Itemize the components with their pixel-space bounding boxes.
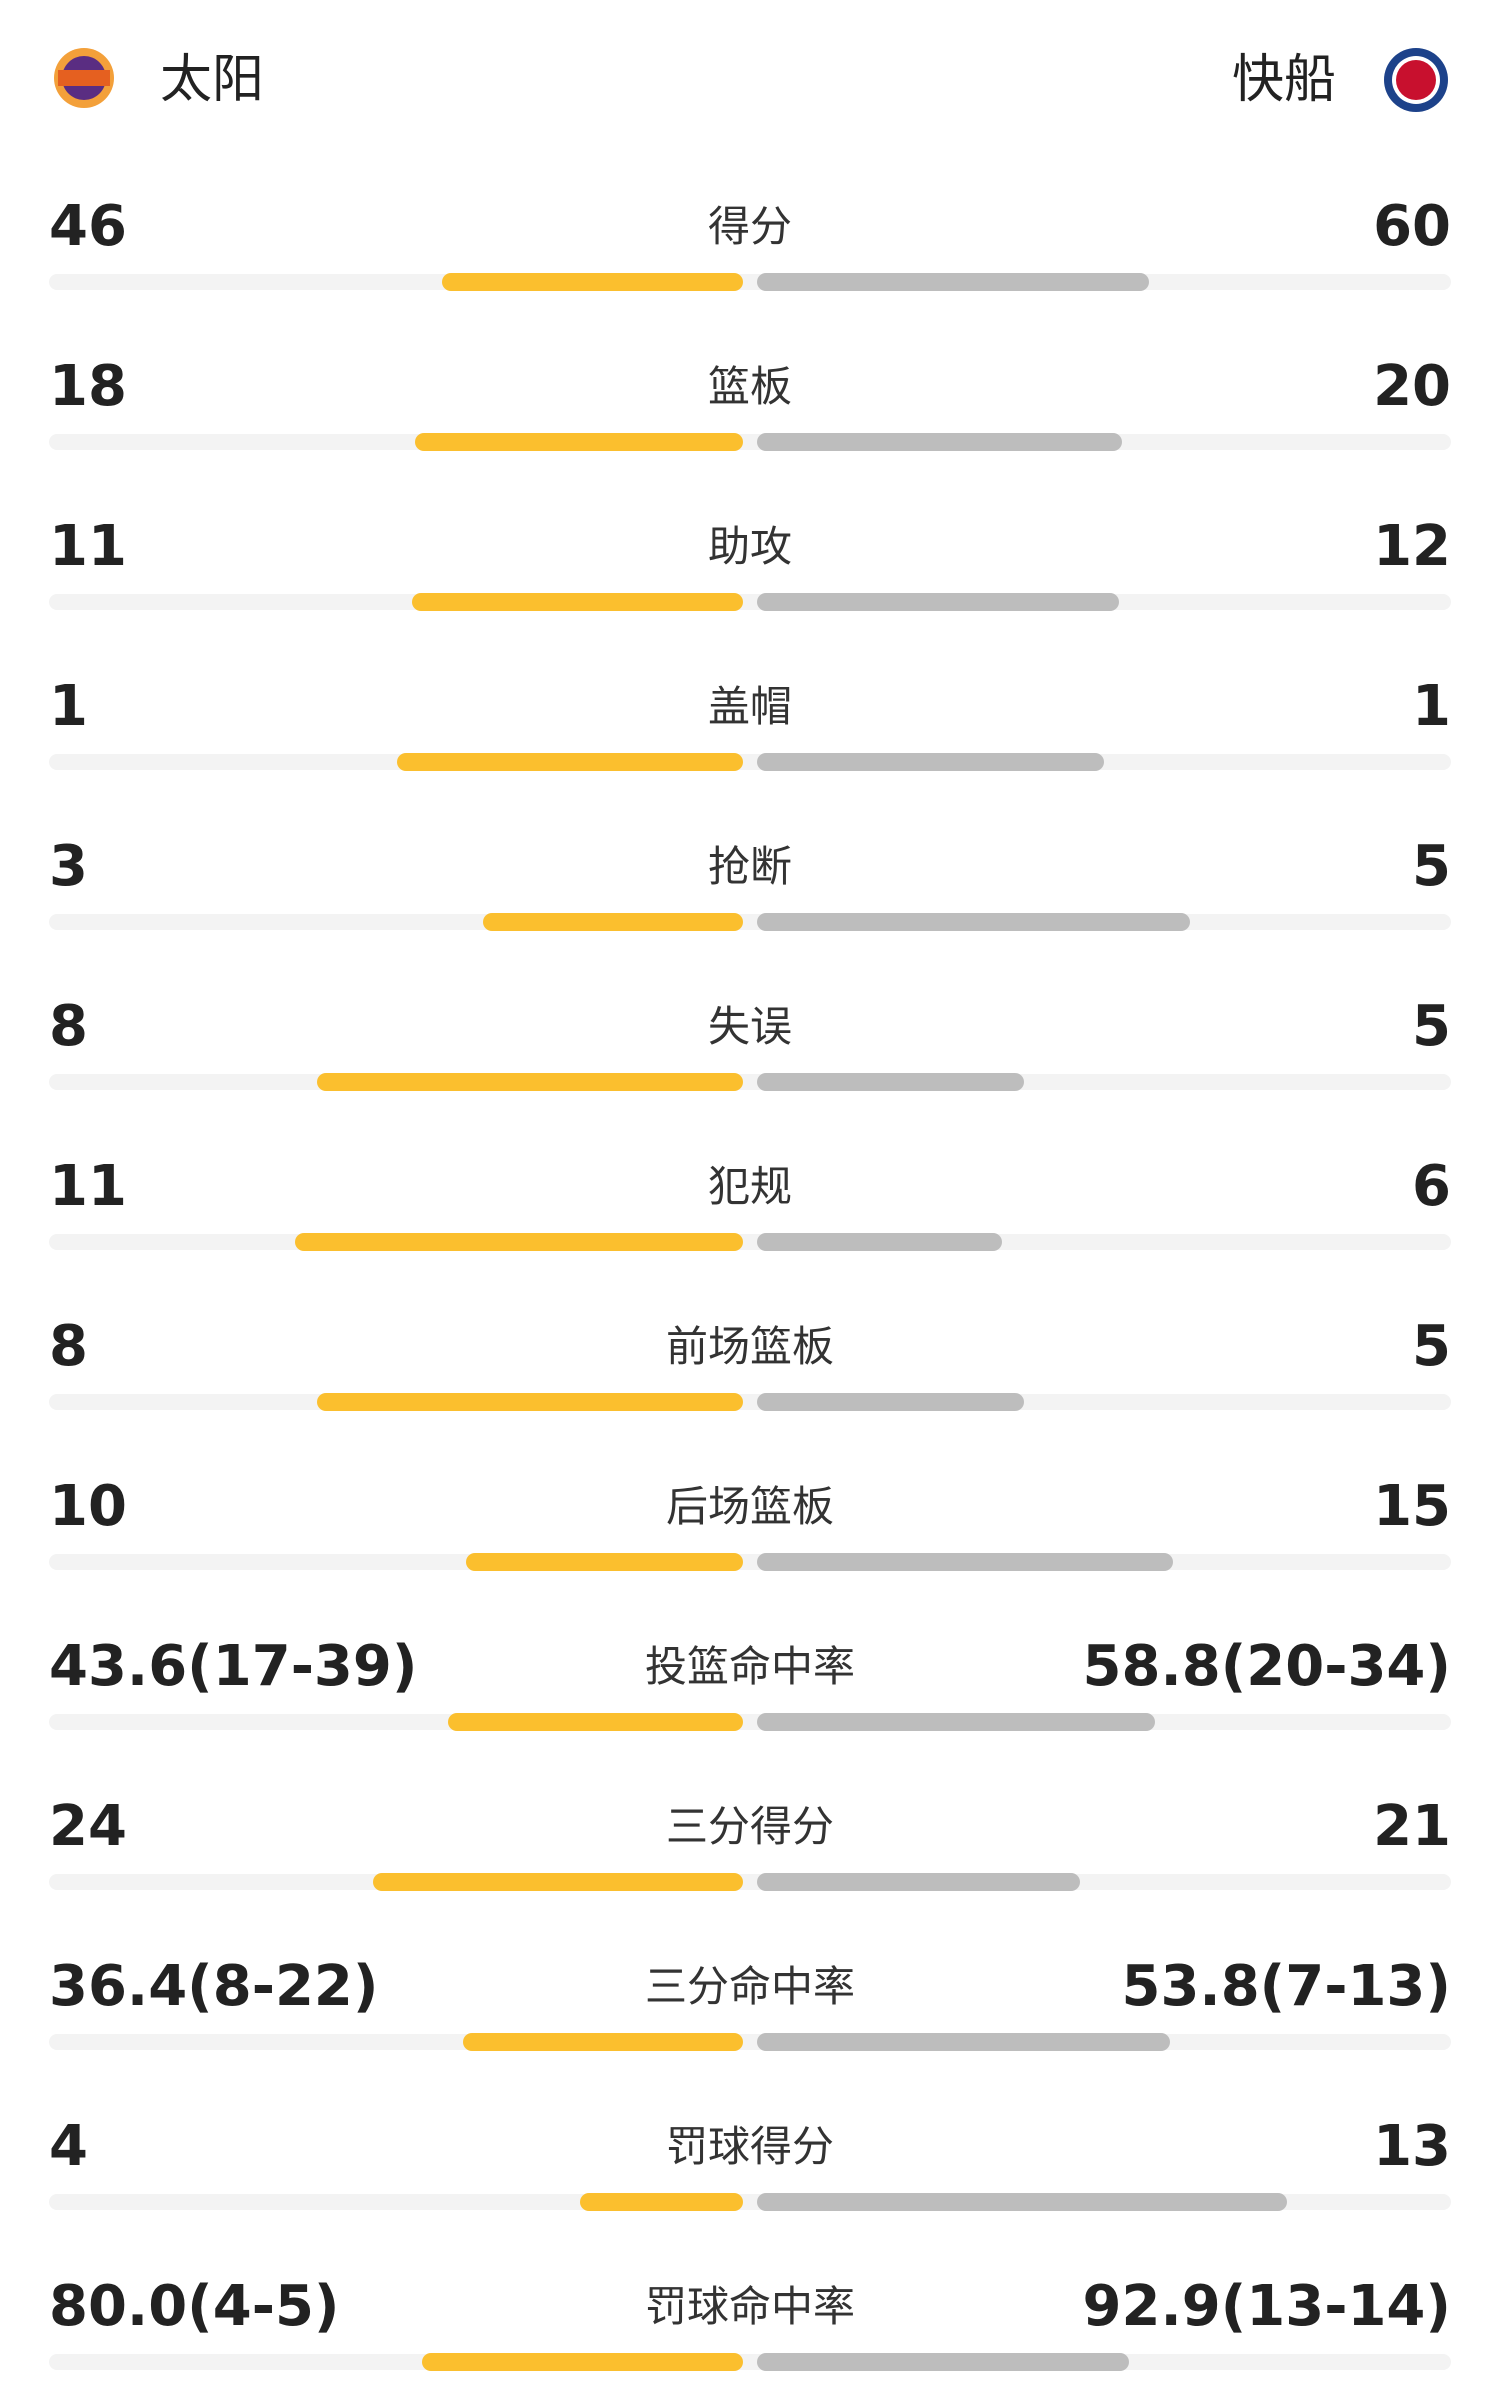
- bar-track: [49, 1394, 1451, 1410]
- home-bar: [294, 1233, 743, 1251]
- home-team-name: 太阳: [160, 50, 265, 110]
- home-value: 8: [49, 994, 88, 1059]
- away-value: 15: [1373, 1474, 1451, 1539]
- away-bar: [757, 1873, 1081, 1891]
- bar-track: [49, 1554, 1451, 1570]
- home-value: 4: [49, 2114, 88, 2179]
- bar-track: [49, 754, 1451, 770]
- home-bar: [463, 2033, 743, 2051]
- away-bar: [757, 753, 1104, 771]
- stat-label: 盖帽: [707, 682, 792, 731]
- stat-label: 三分命中率: [644, 1962, 855, 2011]
- bar-track: [49, 2354, 1451, 2370]
- bar-track: [49, 274, 1451, 290]
- bar-track: [49, 1874, 1451, 1890]
- stat-label: 得分: [707, 202, 792, 251]
- stat-label: 罚球命中率: [644, 2282, 855, 2331]
- away-value: 58.8(20-34): [1082, 1634, 1451, 1699]
- stat-label: 罚球得分: [665, 2122, 834, 2171]
- home-value: 1: [49, 674, 88, 739]
- away-value: 6: [1412, 1154, 1451, 1219]
- home-logo: [54, 48, 114, 108]
- home-bar: [579, 2193, 743, 2211]
- away-bar: [757, 433, 1122, 451]
- home-value: 11: [49, 1154, 127, 1219]
- stat-label: 后场篮板: [665, 1482, 834, 1531]
- away-value: 1: [1412, 674, 1451, 739]
- home-bar: [414, 433, 743, 451]
- bar-track: [49, 1234, 1451, 1250]
- away-bar: [757, 1073, 1024, 1091]
- home-bar: [483, 913, 743, 931]
- away-bar: [757, 2033, 1171, 2051]
- home-value: 43.6(17-39): [49, 1634, 418, 1699]
- away-value: 53.8(7-13): [1121, 1954, 1452, 2019]
- away-bar: [757, 273, 1150, 291]
- away-value: 21: [1373, 1794, 1451, 1859]
- away-bar: [757, 1393, 1024, 1411]
- away-logo: [1384, 48, 1448, 112]
- home-bar: [396, 753, 743, 771]
- bar-track: [49, 1074, 1451, 1090]
- stat-label: 篮板: [707, 362, 792, 411]
- away-bar: [757, 1553, 1173, 1571]
- bar-track: [49, 914, 1451, 930]
- away-value: 12: [1373, 514, 1451, 579]
- stat-label: 失误: [707, 1002, 792, 1051]
- home-value: 80.0(4-5): [49, 2274, 340, 2339]
- home-bar: [373, 1873, 743, 1891]
- stat-label: 三分得分: [665, 1802, 834, 1851]
- home-value: 18: [49, 354, 127, 419]
- home-bar: [442, 273, 743, 291]
- away-bar: [757, 2193, 1287, 2211]
- stat-label: 抢断: [707, 842, 792, 891]
- stat-label: 前场篮板: [665, 1322, 834, 1371]
- home-bar: [411, 593, 743, 611]
- home-bar: [465, 1553, 743, 1571]
- stat-label: 犯规: [707, 1162, 792, 1211]
- away-bar: [757, 913, 1191, 931]
- away-bar: [757, 1713, 1155, 1731]
- bar-track: [49, 594, 1451, 610]
- home-bar: [316, 1073, 743, 1091]
- away-bar: [757, 593, 1119, 611]
- home-value: 3: [49, 834, 88, 899]
- stat-label: 助攻: [707, 522, 792, 571]
- bar-track: [49, 1714, 1451, 1730]
- bar-track: [49, 2034, 1451, 2050]
- home-value: 11: [49, 514, 127, 579]
- away-value: 92.9(13-14): [1082, 2274, 1451, 2339]
- away-value: 20: [1373, 354, 1451, 419]
- away-value: 13: [1373, 2114, 1451, 2179]
- home-value: 46: [49, 194, 127, 259]
- home-value: 8: [49, 1314, 88, 1379]
- away-value: 5: [1412, 994, 1451, 1059]
- home-value: 24: [49, 1794, 127, 1859]
- home-bar: [447, 1713, 743, 1731]
- home-bar: [316, 1393, 743, 1411]
- bar-track: [49, 434, 1451, 450]
- away-value: 60: [1373, 194, 1451, 259]
- away-team-name: 快船: [1231, 50, 1336, 110]
- home-value: 36.4(8-22): [49, 1954, 379, 2019]
- home-bar: [422, 2353, 743, 2371]
- away-bar: [757, 1233, 1002, 1251]
- away-value: 5: [1412, 834, 1451, 899]
- home-value: 10: [49, 1474, 127, 1539]
- stat-label: 投篮命中率: [644, 1642, 855, 1691]
- away-bar: [757, 2353, 1130, 2371]
- away-value: 5: [1412, 1314, 1451, 1379]
